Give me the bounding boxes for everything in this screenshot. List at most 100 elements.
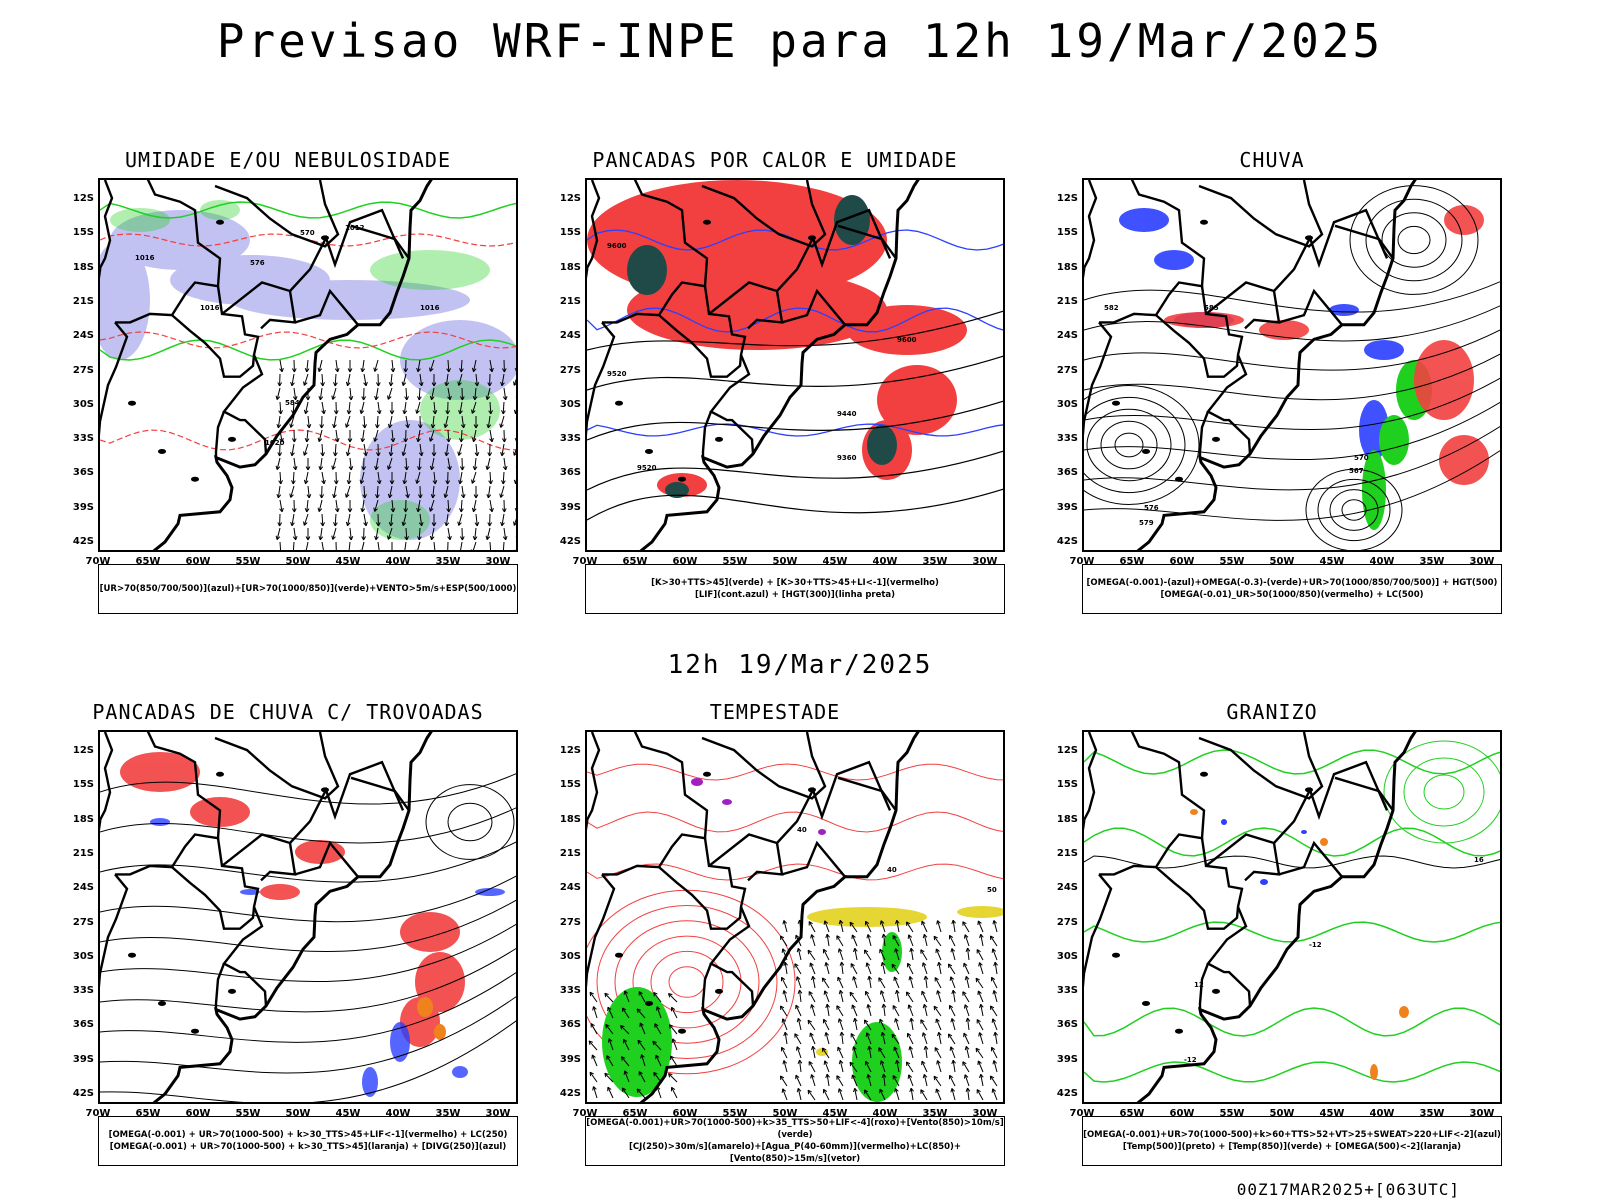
panel-legend: [OMEGA(-0.001) + UR>70(1000-500) + k>30_… xyxy=(98,1116,518,1166)
contour-label: 570 xyxy=(300,229,315,237)
latitude-tick-label: 42S xyxy=(559,1088,581,1099)
temp850-contour xyxy=(1084,1061,1500,1083)
omega500-orange-area xyxy=(1190,809,1409,1080)
longitude-tick-label: 30W xyxy=(972,556,998,567)
latitude-tick-label: 36S xyxy=(72,1019,94,1031)
latitude-tick-label: 33S xyxy=(1056,985,1078,997)
legend-line: [OMEGA(-0.001) + UR>70(1000-500) + k>30_… xyxy=(108,1130,508,1140)
longitude-tick-label: 65W xyxy=(135,1108,161,1119)
longitude-tick-label: 30W xyxy=(485,1108,511,1119)
thickness-contour xyxy=(100,429,516,451)
latitude-tick-label: 12S xyxy=(559,193,581,204)
panel-title: PANCADAS POR CALOR E UMIDADE xyxy=(592,148,958,172)
humidity-green-contour xyxy=(100,201,516,219)
longitude-tick-label: 60W xyxy=(672,556,698,567)
wind-850-green-area xyxy=(602,932,902,1102)
latitude-tick-label: 18S xyxy=(72,261,94,273)
latitude-tick-label: 21S xyxy=(1056,847,1078,859)
latitude-tick-label: 24S xyxy=(72,882,94,894)
longitude-tick-label: 55W xyxy=(722,556,748,567)
longitude-tick-label: 55W xyxy=(1219,556,1245,567)
longitude-tick-label: 35W xyxy=(922,556,948,567)
latitude-tick-label: 24S xyxy=(1056,882,1078,894)
precipitable-water-contour xyxy=(587,811,1003,833)
longitude-tick-label: 55W xyxy=(722,1108,748,1119)
latitude-tick-label: 39S xyxy=(1056,1053,1078,1065)
map-panel: GRANIZO -12 -12 12 16 12S 15S 18S 21S 24S 27S 30S 33… xyxy=(1042,700,1502,1190)
longitude-tick-label: 60W xyxy=(1169,556,1195,567)
contour-label: 584 xyxy=(285,399,300,407)
map-plot: 40 40 50 xyxy=(587,732,1003,1102)
latitude-tick-label: 15S xyxy=(559,227,581,239)
latitude-tick-label: 12S xyxy=(72,193,94,204)
longitude-tick-label: 35W xyxy=(922,1108,948,1119)
latitude-tick-label: 27S xyxy=(72,916,94,928)
longitude-tick-label: 45W xyxy=(335,1108,361,1119)
map-frame: 40 40 50 xyxy=(585,730,1005,1104)
latitude-tick-label: 21S xyxy=(72,295,94,307)
latitude-tick-label: 21S xyxy=(559,295,581,307)
contour-label: 9360 xyxy=(837,454,857,462)
hgt500-contour xyxy=(1084,281,1500,521)
temp850-contour xyxy=(1084,827,1500,857)
latitude-tick-label: 27S xyxy=(1056,916,1078,928)
contour-label: 1016 xyxy=(420,304,440,312)
legend-line: [CJ(250)>30m/s](amarelo)+[Agua_P(40-60mm… xyxy=(628,1142,962,1164)
humidity-green-area xyxy=(110,200,500,540)
longitude-tick-label: 40W xyxy=(872,1108,898,1119)
latitude-tick-label: 24S xyxy=(72,330,94,342)
map-panel: CHUVA 582 585 570 567 579 576 12S 15S 18S 21S 24S 27… xyxy=(1042,148,1502,638)
contour-label: 50 xyxy=(987,886,997,894)
longitude-tick-label: 35W xyxy=(1419,556,1445,567)
latitude-tick-label: 15S xyxy=(559,779,581,791)
longitude-tick-label: 60W xyxy=(1169,1108,1195,1119)
latitude-tick-label: 39S xyxy=(72,1053,94,1065)
legend-line: [OMEGA(-0.001) + UR>70(1000-500) + k>30_… xyxy=(109,1142,507,1152)
longitude-tick-label: 30W xyxy=(1469,556,1495,567)
longitude-tick-label: 70W xyxy=(1069,556,1095,567)
hail-blue-area xyxy=(1221,819,1307,885)
latitude-tick-label: 27S xyxy=(559,916,581,928)
wind-vectors xyxy=(588,990,678,1099)
contour-label: 1016 xyxy=(135,254,155,262)
contour-label: 1012 xyxy=(345,224,365,232)
contour-label: 9520 xyxy=(607,370,627,378)
latitude-tick-label: 42S xyxy=(72,536,94,547)
latitude-tick-label: 18S xyxy=(72,813,94,825)
longitude-tick-label: 30W xyxy=(485,556,511,567)
contour-label: 40 xyxy=(797,826,807,834)
contour-label: 576 xyxy=(1144,504,1159,512)
map-frame: 9600 9520 9440 9360 9520 9600 xyxy=(585,178,1005,552)
lifted-index-contour xyxy=(587,423,1003,437)
latitude-tick-label: 18S xyxy=(559,813,581,825)
contour-label: -12 xyxy=(1184,1056,1197,1064)
longitude-tick-label: 35W xyxy=(435,1108,461,1119)
legend-line: [OMEGA(-0.001)+UR>70(1000-500)+k>35_TTS>… xyxy=(586,1118,1004,1140)
latitude-tick-label: 33S xyxy=(72,433,94,445)
precipitable-water-contour xyxy=(587,863,1003,881)
longitude-tick-label: 30W xyxy=(1469,1108,1495,1119)
latitude-tick-label: 36S xyxy=(1056,1019,1078,1031)
latitude-tick-label: 36S xyxy=(559,467,581,479)
latitude-tick-label: 30S xyxy=(1056,398,1078,410)
longitude-tick-label: 55W xyxy=(1219,1108,1245,1119)
latitude-tick-label: 18S xyxy=(1056,813,1078,825)
main-title: Previsao WRF-INPE para 12h 19/Mar/2025 xyxy=(216,14,1384,68)
latitude-tick-label: 39S xyxy=(72,501,94,513)
contour-label: 9440 xyxy=(837,410,857,418)
latitude-tick-label: 42S xyxy=(1056,536,1078,547)
longitude-tick-label: 45W xyxy=(1319,556,1345,567)
latitude-tick-label: 30S xyxy=(72,950,94,962)
map-plot: 582 585 570 567 579 576 xyxy=(1084,180,1500,550)
legend-line: [OMEGA(-0.001)+UR>70(1000-500)+k>60+TTS>… xyxy=(1083,1130,1501,1140)
longitude-tick-label: 65W xyxy=(1119,1108,1145,1119)
longitude-tick-label: 50W xyxy=(772,556,798,567)
latitude-tick-label: 36S xyxy=(559,1019,581,1031)
jet-stream-yellow-area xyxy=(807,906,1003,1056)
longitude-tick-label: 70W xyxy=(1069,1108,1095,1119)
thunderstorm-orange-area xyxy=(417,997,446,1040)
latitude-tick-label: 24S xyxy=(559,330,581,342)
latitude-tick-label: 33S xyxy=(72,985,94,997)
latitude-tick-label: 12S xyxy=(1056,745,1078,756)
longitude-tick-label: 50W xyxy=(285,1108,311,1119)
